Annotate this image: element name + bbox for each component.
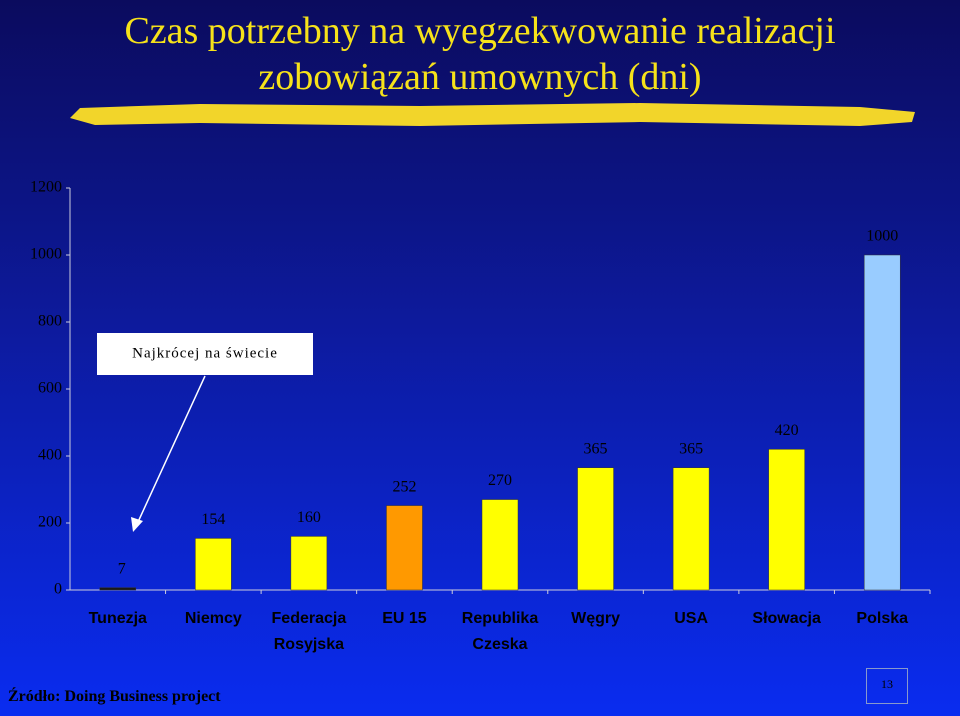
- x-tick-label: USA: [674, 610, 708, 627]
- y-tick-label: 800: [38, 313, 62, 330]
- value-label: 365: [679, 440, 703, 457]
- y-tick-label: 1200: [30, 179, 62, 196]
- value-label: 420: [775, 422, 799, 439]
- y-tick-label: 0: [54, 581, 62, 598]
- y-tick-label: 600: [38, 380, 62, 397]
- x-tick-label: Republika Czeska: [461, 610, 539, 653]
- page-number: 13: [866, 668, 908, 704]
- bar: [481, 499, 519, 591]
- brush-stroke: [70, 103, 915, 126]
- bar: [863, 254, 901, 591]
- x-tick-label: EU 15: [382, 610, 427, 627]
- source: Źródło: Doing Business project: [8, 688, 221, 705]
- annotation-box: [97, 333, 313, 375]
- y-tick-label: 400: [38, 447, 62, 464]
- annotation-arrow: [137, 375, 206, 523]
- value-label: 160: [297, 509, 321, 526]
- arrow-head: [131, 517, 143, 532]
- annotation: Najkrócej na świecie: [132, 345, 278, 361]
- bar: [577, 467, 614, 591]
- value-label: 365: [584, 440, 608, 457]
- value-label: 1000: [866, 228, 898, 245]
- bar: [672, 467, 710, 591]
- x-tick-label: Tunezja: [88, 610, 147, 627]
- value-label: 7: [118, 560, 126, 577]
- x-tick-label: Niemcy: [184, 610, 242, 627]
- x-tick-label: Słowacja: [752, 610, 821, 627]
- value-label: 252: [392, 478, 416, 495]
- x-tick-label: Węgry: [571, 610, 620, 627]
- y-tick-label: 1000: [30, 246, 62, 263]
- value-label: 270: [488, 472, 512, 489]
- bar: [768, 449, 805, 591]
- bar: [386, 505, 423, 591]
- bar: [290, 536, 328, 591]
- y-tick-label: 200: [38, 514, 62, 531]
- bar: [195, 538, 232, 591]
- value-label: 154: [201, 511, 225, 528]
- bar: [99, 587, 137, 591]
- title: Czas potrzebny na wyegzekwowanie realiza…: [124, 10, 836, 98]
- x-tick-label: Federacja Rosyjska: [271, 610, 347, 653]
- x-tick-label: Polska: [856, 610, 909, 627]
